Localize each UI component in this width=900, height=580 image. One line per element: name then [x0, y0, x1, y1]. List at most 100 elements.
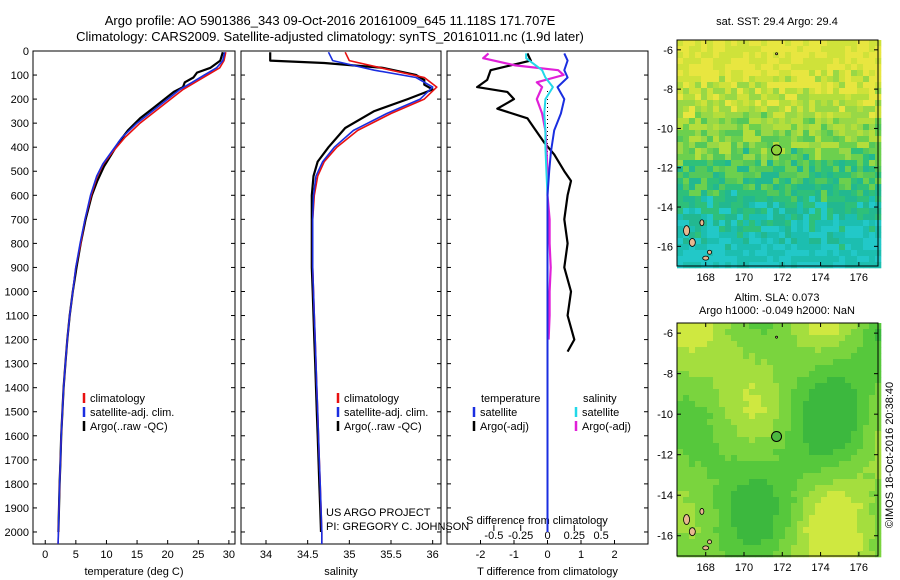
map-cell	[749, 509, 756, 516]
map-cell	[689, 232, 696, 239]
map-cell	[809, 371, 816, 378]
map-cell	[869, 106, 876, 113]
map-cell	[833, 160, 840, 167]
map-cell	[773, 329, 780, 336]
map-cell	[791, 365, 798, 372]
map-cell	[803, 58, 810, 65]
map-cell	[785, 196, 792, 203]
map-cell	[767, 473, 774, 480]
map-cell	[791, 467, 798, 474]
map-cell	[755, 443, 762, 450]
map-cell	[833, 371, 840, 378]
map-cell	[755, 256, 762, 263]
map-cell	[761, 455, 768, 462]
map-cell	[695, 383, 702, 390]
map-cell	[845, 184, 852, 191]
map-cell	[701, 323, 708, 330]
map-cell	[851, 545, 858, 552]
map-cell	[797, 473, 804, 480]
map-cell	[827, 473, 834, 480]
map-cell	[779, 124, 786, 131]
map-cell	[683, 94, 690, 101]
map-cell	[731, 262, 738, 269]
map-cell	[833, 437, 840, 444]
map-cell	[791, 521, 798, 528]
map-cell	[725, 136, 732, 143]
map-cell	[731, 130, 738, 137]
map-cell	[779, 431, 786, 438]
map-cell	[791, 329, 798, 336]
map-cell	[677, 142, 684, 149]
map-cell	[707, 323, 714, 330]
map-cell	[839, 40, 846, 47]
map-cell	[695, 389, 702, 396]
map-cell	[803, 148, 810, 155]
map-cell	[695, 148, 702, 155]
map-cell	[863, 244, 870, 251]
map-cell	[779, 226, 786, 233]
map-cell	[689, 545, 696, 552]
map-cell	[803, 232, 810, 239]
satellite-t-difference-line	[546, 52, 569, 532]
map-cell	[791, 389, 798, 396]
map-cell	[803, 437, 810, 444]
map-cell	[719, 431, 726, 438]
map-cell	[845, 70, 852, 77]
map-cell	[737, 94, 744, 101]
map-cell	[683, 262, 690, 269]
map-cell	[743, 521, 750, 528]
map-cell	[827, 509, 834, 516]
x-tick-label: 10	[100, 549, 112, 561]
map-cell	[797, 70, 804, 77]
map-cell	[791, 160, 798, 167]
map-cell	[743, 443, 750, 450]
map-cell	[731, 238, 738, 245]
map-cell	[761, 238, 768, 245]
map-cell	[815, 455, 822, 462]
map-cell	[725, 365, 732, 372]
x-tick-label: 36	[427, 549, 439, 561]
map-cell	[827, 130, 834, 137]
map-cell	[779, 473, 786, 480]
y-tick-label: 800	[11, 238, 29, 250]
map-cell	[863, 335, 870, 342]
map-cell	[743, 160, 750, 167]
map-cell	[707, 515, 714, 522]
map-cell	[797, 58, 804, 65]
map-cell	[725, 208, 732, 215]
map-cell	[839, 521, 846, 528]
map-cell	[689, 64, 696, 71]
map-cell	[827, 485, 834, 492]
map-cell	[833, 58, 840, 65]
map-cell	[767, 425, 774, 432]
map-cell	[701, 70, 708, 77]
map-cell	[767, 377, 774, 384]
map-cell	[857, 347, 864, 354]
map-cell	[749, 166, 756, 173]
map-cell	[845, 545, 852, 552]
map-cell	[851, 178, 858, 185]
map-cell	[719, 497, 726, 504]
map-cell	[815, 449, 822, 456]
map-cell	[815, 431, 822, 438]
map-cell	[791, 172, 798, 179]
map-cell	[767, 449, 774, 456]
map-cell	[683, 52, 690, 59]
map-cell	[701, 497, 708, 504]
map-cell	[713, 341, 720, 348]
map-cell	[725, 371, 732, 378]
map-cell	[863, 479, 870, 486]
map-y-tick-label: -8	[663, 369, 673, 381]
map-cell	[737, 106, 744, 113]
map-cell	[677, 232, 684, 239]
map-cell	[683, 244, 690, 251]
map-cell	[677, 509, 684, 516]
map-cell	[797, 100, 804, 107]
map-cell	[839, 118, 846, 125]
map-cell	[791, 202, 798, 209]
map-cell	[833, 329, 840, 336]
map-cell	[743, 226, 750, 233]
map-cell	[791, 130, 798, 137]
map-cell	[863, 527, 870, 534]
map-cell	[851, 208, 858, 215]
